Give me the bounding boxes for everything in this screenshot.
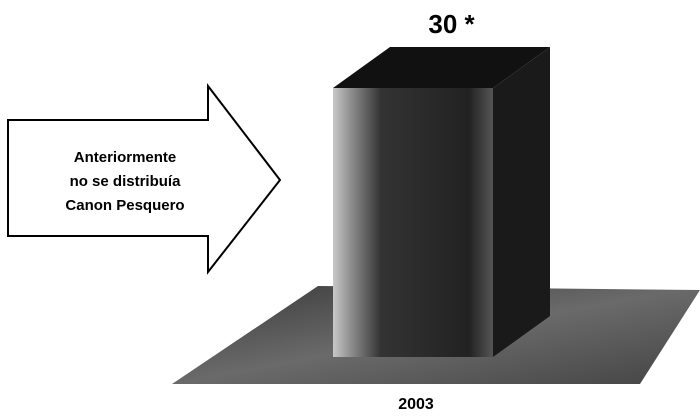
- annotation-arrow: [7, 83, 282, 275]
- data-label: 30 *: [428, 9, 475, 39]
- annotation-text: Anteriormente: [74, 149, 177, 166]
- arrow-shape: [7, 83, 282, 275]
- x-tick-label: 2003: [398, 396, 434, 413]
- bar: [333, 88, 493, 357]
- bar-side: [493, 47, 550, 357]
- annotation-text: Canon Pesquero: [65, 197, 184, 214]
- bar-top: [333, 47, 550, 88]
- annotation-text: no se distribuía: [70, 173, 182, 190]
